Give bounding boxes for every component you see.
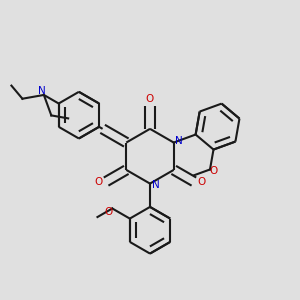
Text: O: O (146, 94, 154, 104)
Text: O: O (94, 177, 103, 187)
Text: O: O (197, 177, 206, 187)
Text: O: O (210, 166, 218, 176)
Text: N: N (152, 180, 160, 190)
Text: N: N (38, 86, 45, 96)
Text: N: N (176, 136, 183, 146)
Text: O: O (104, 207, 113, 217)
